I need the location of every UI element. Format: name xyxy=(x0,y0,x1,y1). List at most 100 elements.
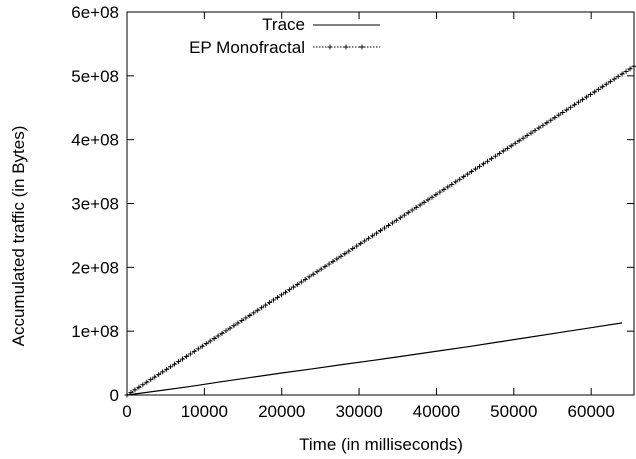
ep-monofractal-point xyxy=(294,282,300,288)
legend-label-ep-monofractal: EP Monofractal xyxy=(189,38,305,57)
ep-monofractal-point xyxy=(587,92,593,98)
ep-monofractal-point xyxy=(278,292,284,298)
ep-monofractal-point xyxy=(413,205,419,211)
y-tick-label: 3e+08 xyxy=(71,195,119,214)
ep-monofractal-point xyxy=(437,189,443,195)
ep-monofractal-point xyxy=(326,261,332,267)
ep-monofractal-point xyxy=(595,86,601,92)
ep-monofractal-point xyxy=(338,253,344,259)
ep-monofractal-point xyxy=(124,392,130,398)
ep-monofractal-point xyxy=(366,235,372,241)
ep-monofractal-point xyxy=(512,140,518,146)
x-tick-label: 10000 xyxy=(181,402,228,421)
ep-monofractal-point xyxy=(160,369,166,375)
ep-monofractal-point xyxy=(492,153,498,159)
ep-monofractal-point xyxy=(374,230,380,236)
legend-plus-marker xyxy=(343,44,349,50)
ep-monofractal-point xyxy=(203,341,209,347)
ep-monofractal-point xyxy=(568,104,574,110)
ep-monofractal-point xyxy=(271,297,277,303)
y-tick-label: 5e+08 xyxy=(71,67,119,86)
ep-monofractal-point xyxy=(480,161,486,167)
ep-monofractal-point xyxy=(381,225,387,231)
ep-monofractal-point xyxy=(136,384,142,390)
ep-monofractal-point xyxy=(484,158,490,164)
y-tick-label: 6e+08 xyxy=(71,3,119,22)
ep-monofractal-point xyxy=(350,246,356,252)
ep-monofractal-point xyxy=(235,320,241,326)
series-trace xyxy=(126,322,623,396)
ep-monofractal-point xyxy=(370,233,376,239)
ep-monofractal-point xyxy=(445,184,451,190)
ep-monofractal-point xyxy=(140,382,146,388)
ep-monofractal-point xyxy=(453,179,459,185)
y-tick-label: 0 xyxy=(110,386,119,405)
ep-monofractal-point xyxy=(580,97,586,103)
ep-monofractal-point xyxy=(469,169,475,175)
ep-monofractal-point xyxy=(623,68,629,74)
ep-monofractal-point xyxy=(417,202,423,208)
ep-monofractal-point xyxy=(187,351,193,357)
x-axis: 0 10000 20000 30000 40000 50000 60000 xyxy=(122,12,615,421)
ep-monofractal-point xyxy=(255,307,261,313)
ep-monofractal-point xyxy=(516,138,522,144)
ep-monofractal-point xyxy=(231,323,237,329)
ep-monofractal-point xyxy=(175,359,181,365)
ep-monofractal-point xyxy=(132,387,138,393)
x-tick-label: 20000 xyxy=(258,402,305,421)
ep-monofractal-point xyxy=(465,171,471,177)
ep-monofractal-point xyxy=(318,266,324,272)
ep-monofractal-point xyxy=(259,305,265,311)
ep-monofractal-point xyxy=(144,379,150,385)
ep-monofractal-point xyxy=(251,310,257,316)
ep-monofractal-point xyxy=(302,276,308,282)
ep-monofractal-point xyxy=(560,109,566,115)
ep-monofractal-point xyxy=(473,166,479,172)
ep-monofractal-point xyxy=(239,318,245,324)
legend-plus-marker xyxy=(359,44,365,50)
ep-monofractal-point xyxy=(540,122,546,128)
ep-monofractal-point xyxy=(310,271,316,277)
ep-monofractal-point xyxy=(425,197,431,203)
ep-monofractal-point xyxy=(532,127,538,133)
ep-monofractal-point xyxy=(528,130,534,136)
ep-monofractal-point xyxy=(183,353,189,359)
ep-monofractal-point xyxy=(215,333,221,339)
y-tick-label: 2e+08 xyxy=(71,258,119,277)
ep-monofractal-point xyxy=(556,112,562,118)
y-axis-label: Accumulated traffic (in Bytes) xyxy=(9,126,28,347)
ep-monofractal-point xyxy=(477,163,483,169)
ep-monofractal-point xyxy=(441,187,447,193)
ep-monofractal-point xyxy=(552,115,558,121)
series-layer xyxy=(124,63,636,398)
ep-monofractal-point xyxy=(524,133,530,139)
ep-monofractal-point xyxy=(544,120,550,126)
ep-monofractal-point xyxy=(409,207,415,213)
plot-frame xyxy=(126,11,635,396)
y-axis: 0 1e+08 2e+08 3e+08 4e+08 5e+08 6e+08 xyxy=(71,3,634,405)
ep-monofractal-point xyxy=(508,143,514,149)
ep-monofractal-point xyxy=(385,222,391,228)
ep-monofractal-point xyxy=(247,312,253,318)
ep-monofractal-point xyxy=(421,199,427,205)
ep-monofractal-point xyxy=(191,348,197,354)
legend-line-ep-monofractal xyxy=(313,44,380,50)
ep-monofractal-point xyxy=(330,258,336,264)
x-axis-label: Time (in milliseconds) xyxy=(299,435,463,454)
x-tick-label: 30000 xyxy=(335,402,382,421)
ep-monofractal-point xyxy=(172,361,178,367)
y-tick-label: 4e+08 xyxy=(71,131,119,150)
ep-monofractal-point xyxy=(267,300,273,306)
ep-monofractal-point xyxy=(164,366,170,372)
plot-border xyxy=(126,11,635,396)
ep-monofractal-point xyxy=(433,192,439,198)
ep-monofractal-point xyxy=(211,335,217,341)
ep-monofractal-point xyxy=(354,243,360,249)
ep-monofractal-point xyxy=(627,66,633,72)
ep-monofractal-point xyxy=(611,76,617,82)
y-tick-label: 1e+08 xyxy=(71,322,119,341)
ep-monofractal-point xyxy=(393,217,399,223)
ep-monofractal-point xyxy=(128,389,134,395)
ep-monofractal-point xyxy=(243,315,249,321)
ep-monofractal-point xyxy=(389,220,395,226)
